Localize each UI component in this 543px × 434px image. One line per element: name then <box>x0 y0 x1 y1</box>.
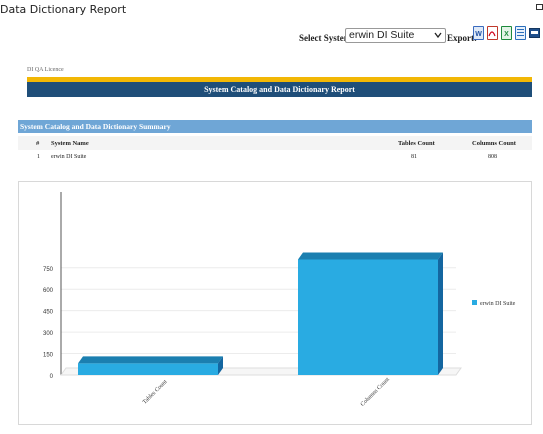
x-tick-label: Columns Count <box>360 377 391 408</box>
bar-side <box>438 252 443 375</box>
cell-tables: 81 <box>411 154 417 160</box>
col-header-columns: Columns Count <box>472 140 516 147</box>
bar-chart: 0 150 300 450 600 750 Tables Count Columns Coun… <box>43 192 516 408</box>
svg-text:W: W <box>475 31 482 38</box>
bar-top <box>78 356 223 364</box>
chart-container: 0 150 300 450 600 750 Tables Count Columns Coun… <box>18 181 532 425</box>
y-tick-label: 0 <box>50 374 54 380</box>
bar <box>298 259 438 375</box>
y-tick-label: 300 <box>43 331 54 337</box>
licence-label: DI QA Licence <box>27 67 64 73</box>
image-export-icon[interactable] <box>529 26 540 40</box>
bar-side <box>218 356 223 375</box>
legend-swatch <box>472 300 477 305</box>
col-header-system: System Name <box>51 140 89 147</box>
system-select-value: erwin DI Suite <box>349 29 415 41</box>
csv-export-icon[interactable] <box>515 26 526 40</box>
x-tick-label: Tables Count <box>142 379 169 406</box>
app-title: Data Dictionary Report <box>0 3 127 16</box>
summary-header-row <box>18 136 532 150</box>
export-label: Export: <box>447 33 477 43</box>
cell-num: 1 <box>37 154 40 160</box>
cell-system: erwin DI Suite <box>51 154 87 160</box>
summary-title: System Catalog and Data Dictionary Summa… <box>18 120 532 133</box>
y-tick-label: 600 <box>43 288 54 294</box>
select-system-label: Select System: <box>299 33 355 43</box>
svg-text:X: X <box>504 31 509 38</box>
col-header-tables: Tables Count <box>398 140 435 147</box>
legend-label: erwin DI Suite <box>480 301 516 307</box>
system-select[interactable]: erwin DI Suite <box>345 28 446 43</box>
report-title: System Catalog and Data Dictionary Repor… <box>27 82 532 97</box>
bar <box>78 363 218 375</box>
excel-export-icon[interactable]: X <box>501 26 512 40</box>
y-tick-label: 750 <box>43 267 54 273</box>
pdf-export-icon[interactable] <box>487 26 498 40</box>
y-tick-label: 150 <box>43 353 54 359</box>
bar-top <box>298 252 443 260</box>
col-header-num: # <box>36 140 40 147</box>
chevron-down-icon <box>434 32 442 38</box>
word-export-icon[interactable]: W <box>473 26 484 40</box>
accent-band <box>27 77 532 82</box>
cell-columns: 808 <box>488 154 497 160</box>
y-tick-label: 450 <box>43 310 54 316</box>
maximize-icon[interactable] <box>536 4 543 10</box>
